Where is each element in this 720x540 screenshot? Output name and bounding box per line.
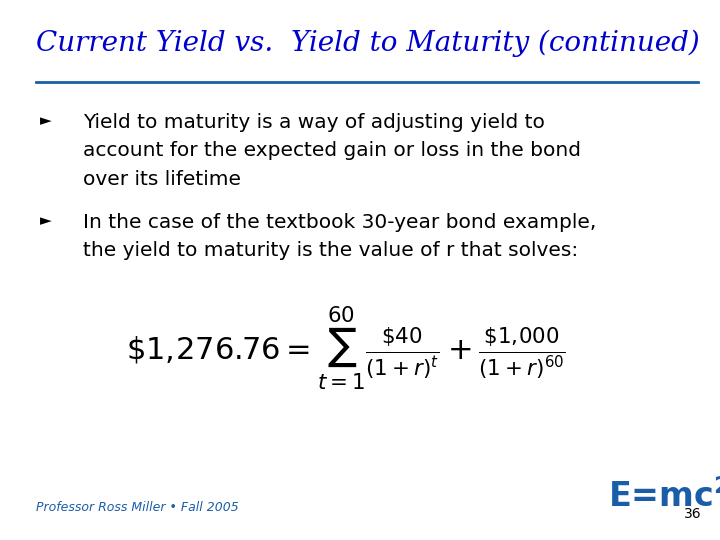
Text: ►: ► bbox=[40, 213, 51, 228]
Text: Current Yield vs.  Yield to Maturity (continued): Current Yield vs. Yield to Maturity (con… bbox=[36, 29, 700, 57]
Text: Professor Ross Miller • Fall 2005: Professor Ross Miller • Fall 2005 bbox=[36, 501, 239, 514]
Text: over its lifetime: over its lifetime bbox=[83, 170, 240, 188]
Text: 36: 36 bbox=[685, 507, 702, 521]
Text: account for the expected gain or loss in the bond: account for the expected gain or loss in… bbox=[83, 141, 581, 160]
Text: Yield to maturity is a way of adjusting yield to: Yield to maturity is a way of adjusting … bbox=[83, 113, 544, 132]
Text: ►: ► bbox=[40, 113, 51, 129]
Text: the yield to maturity is the value of r that solves:: the yield to maturity is the value of r … bbox=[83, 241, 578, 260]
Text: In the case of the textbook 30-year bond example,: In the case of the textbook 30-year bond… bbox=[83, 213, 596, 232]
Text: $\$1,\!276.76 = \sum_{t=1}^{60} \frac{\$40}{(1+r)^t} + \frac{\$1,\!000}{(1+r)^{6: $\$1,\!276.76 = \sum_{t=1}^{60} \frac{\$… bbox=[126, 304, 565, 393]
Text: E=mc$^{\mathbf{2}}$: E=mc$^{\mathbf{2}}$ bbox=[608, 480, 720, 514]
